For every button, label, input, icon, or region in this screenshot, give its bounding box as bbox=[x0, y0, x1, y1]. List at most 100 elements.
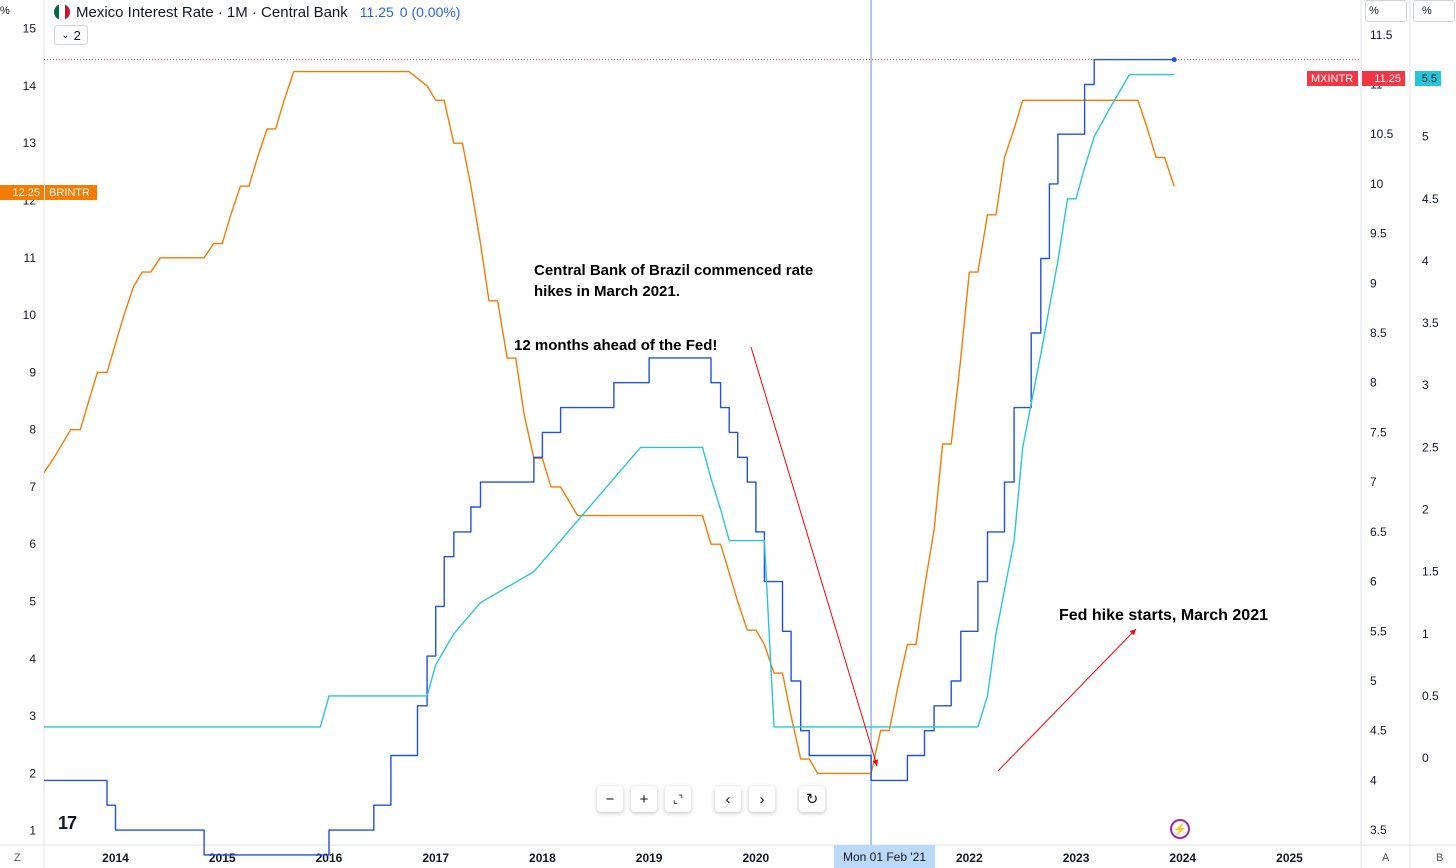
us-badge-value: 5.5 bbox=[1421, 72, 1437, 85]
plus-icon: + bbox=[639, 790, 649, 808]
ahead-annotation: 12 months ahead of the Fed! bbox=[514, 337, 718, 354]
left-axis-tick-label: 7 bbox=[29, 480, 36, 494]
crosshair-time-label: Mon 01 Feb '21 bbox=[834, 845, 935, 868]
right1-axis-tick-label: 4 bbox=[1370, 773, 1377, 787]
z-corner-label[interactable]: Z bbox=[14, 852, 21, 864]
chevron-right-icon: › bbox=[759, 790, 765, 808]
series-line-us-fed-funds bbox=[44, 73, 1175, 728]
mexico-name-badge: MXINTR bbox=[1307, 71, 1358, 86]
brazil-annotation: Central Bank of Brazil commenced rate hi… bbox=[534, 262, 814, 300]
right2-axis-tick-label: 4.5 bbox=[1422, 192, 1439, 206]
series-line-mxintr bbox=[44, 58, 1175, 856]
x-axis-tick-label: 2019 bbox=[636, 851, 663, 865]
fed-annotation-arrow bbox=[997, 628, 1137, 772]
zoom-in-button[interactable]: + bbox=[631, 786, 657, 812]
left-axis-tick-label: 8 bbox=[29, 423, 36, 437]
x-axis-tick-label: 2020 bbox=[743, 851, 770, 865]
brazil-name-badge: BRINTR bbox=[45, 185, 97, 200]
right1-axis-tick-label: 3.5 bbox=[1370, 823, 1387, 837]
scroll-left-button[interactable]: ‹ bbox=[715, 786, 741, 812]
x-axis-tick-label: 2025 bbox=[1276, 851, 1303, 865]
series-line-brintr bbox=[43, 70, 1175, 775]
right2-axis-tick-label: 3.5 bbox=[1422, 316, 1439, 330]
reset-chart-button[interactable]: ↻ bbox=[799, 786, 825, 812]
minus-icon: − bbox=[605, 790, 615, 808]
right1-axis-tick-label: 5 bbox=[1370, 674, 1377, 688]
left-axis-tick-label: 10 bbox=[23, 308, 37, 322]
right1-axis-tick-label: 7.5 bbox=[1370, 425, 1387, 439]
x-axis-tick-label: 2017 bbox=[422, 851, 449, 865]
change-value: 0 (0.00%) bbox=[399, 4, 461, 20]
chevron-down-icon: ⌄ bbox=[61, 29, 70, 41]
right2-axis-unit: % bbox=[1422, 5, 1432, 17]
right1-axis-tick-label: 9 bbox=[1370, 276, 1377, 290]
toolbar-gap bbox=[783, 786, 791, 812]
reset-scale-icon: ⌞⌝ bbox=[672, 793, 684, 806]
right1-axis-tick-label: 10.5 bbox=[1370, 127, 1394, 141]
right2-axis-tick-label: 0.5 bbox=[1422, 689, 1439, 703]
scroll-right-button[interactable]: › bbox=[749, 786, 775, 812]
right1-axis-tick-label: 10 bbox=[1370, 177, 1384, 191]
b-corner-label[interactable]: B bbox=[1436, 852, 1444, 864]
collapsed-count: 2 bbox=[73, 27, 81, 43]
right1-axis-tick-label: 6 bbox=[1370, 575, 1377, 589]
right2-axis-tick-label: 4 bbox=[1422, 254, 1429, 268]
mexico-badge-value: 11.25 bbox=[1374, 72, 1401, 85]
right1-axis-tick-label: 11.5 bbox=[1370, 28, 1393, 42]
right1-axis-tick-label: 8.5 bbox=[1370, 326, 1387, 340]
left-axis-tick-label: 15 bbox=[23, 22, 37, 36]
last-value: 11.25 bbox=[359, 4, 394, 20]
right1-axis-tick-label: 7 bbox=[1370, 475, 1377, 489]
fed-annotation: Fed hike starts, March 2021 bbox=[1059, 607, 1268, 624]
left-axis-tick-label: 5 bbox=[29, 595, 36, 609]
brazil-price-badge: 12.25 bbox=[0, 185, 44, 200]
left-axis-tick-label: 13 bbox=[23, 136, 37, 150]
left-axis-tick-label: 14 bbox=[23, 79, 37, 93]
right1-axis-tick-label: 9.5 bbox=[1370, 227, 1387, 241]
right1-axis-tick-label: 5.5 bbox=[1370, 624, 1387, 638]
collapse-series-button[interactable]: ⌄ 2 bbox=[54, 25, 88, 45]
right1-axis-tick-label: 8 bbox=[1370, 376, 1377, 390]
reset-scale-button[interactable]: ⌞⌝ bbox=[665, 786, 691, 812]
left-axis-unit: % bbox=[0, 5, 10, 17]
symbol-title: Mexico Interest Rate · 1M · Central Bank bbox=[76, 3, 348, 21]
refresh-icon: ↻ bbox=[805, 791, 819, 808]
x-axis-tick-label: 2014 bbox=[102, 851, 129, 865]
lightning-icon[interactable]: ⚡ bbox=[1170, 819, 1190, 839]
right1-axis-unit: % bbox=[1369, 5, 1379, 17]
x-axis-tick-label: 2023 bbox=[1063, 851, 1090, 865]
us-price-badge: 5.5 bbox=[1415, 71, 1441, 86]
right2-axis-tick-label: 2.5 bbox=[1422, 440, 1439, 454]
right2-unit-box[interactable] bbox=[1413, 0, 1455, 22]
x-axis-tick-label: 2024 bbox=[1169, 851, 1196, 865]
left-axis-tick-label: 9 bbox=[29, 365, 36, 379]
left-axis-tick-label: 11 bbox=[24, 251, 37, 265]
mexico-last-point-marker bbox=[1171, 57, 1177, 63]
zoom-out-button[interactable]: − bbox=[597, 786, 623, 812]
mexico-price-badge: 11.25 bbox=[1362, 71, 1405, 86]
left-axis-tick-label: 3 bbox=[29, 709, 36, 723]
x-axis-tick-label: 2015 bbox=[209, 851, 236, 865]
toolbar-gap bbox=[699, 786, 707, 812]
chevron-left-icon: ‹ bbox=[725, 790, 731, 808]
legend-header[interactable]: Mexico Interest Rate · 1M · Central Bank… bbox=[54, 2, 460, 22]
x-axis-tick-label: 2018 bbox=[529, 851, 556, 865]
brazil-badge-value: 12.25 bbox=[12, 186, 40, 199]
right2-axis-tick-label: 1 bbox=[1422, 627, 1429, 641]
right1-axis-tick-label: 6.5 bbox=[1370, 525, 1387, 539]
tradingview-logo-icon[interactable]: 17 bbox=[58, 813, 77, 833]
right1-axis-tick-label: 4.5 bbox=[1370, 724, 1387, 738]
brazil-annotation-arrow bbox=[750, 346, 879, 767]
right2-axis-tick-label: 3 bbox=[1422, 378, 1429, 392]
brazil-badge-name: BRINTR bbox=[49, 186, 90, 199]
chart-toolbar: − + ⌞⌝ ‹ › ↻ bbox=[597, 786, 825, 812]
left-axis-tick-label: 1 bbox=[29, 824, 36, 838]
right1-unit-box[interactable] bbox=[1365, 0, 1407, 22]
right2-axis-tick-label: 5 bbox=[1422, 130, 1429, 144]
right2-axis-tick-label: 1.5 bbox=[1422, 565, 1439, 579]
a-corner-label[interactable]: A bbox=[1382, 852, 1390, 864]
left-axis-tick-label: 2 bbox=[29, 766, 36, 780]
left-axis-tick-label: 4 bbox=[29, 652, 36, 666]
